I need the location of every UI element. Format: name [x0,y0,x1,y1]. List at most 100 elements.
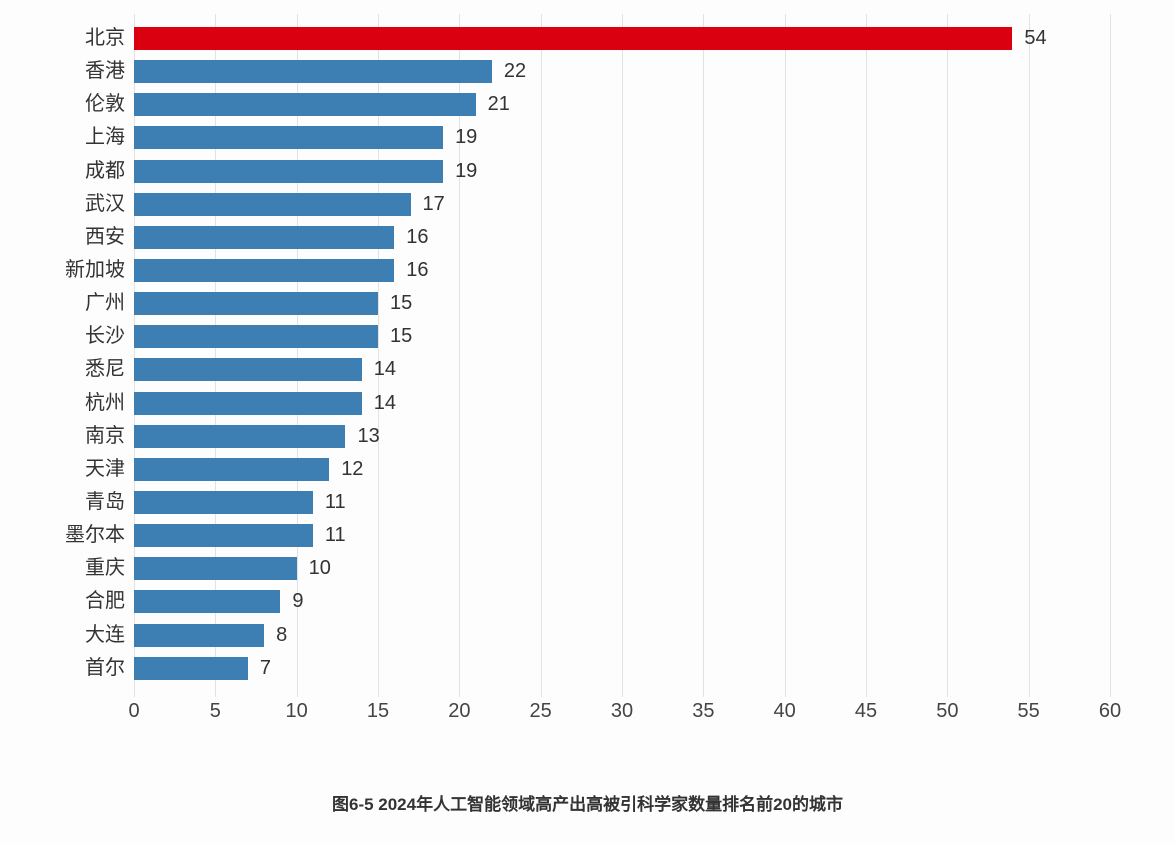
bar-row: 首尔 7 [0,652,1175,685]
chart-caption: 图6-5 2024年人工智能领域高产出高被引科学家数量排名前20的城市 [331,795,844,814]
bar-row: 天津 12 [0,453,1175,486]
bar [134,391,362,415]
gridline [378,14,379,697]
x-tick-label: 20 [448,700,471,722]
category-label: 大连 [85,623,125,646]
gridline [540,14,542,697]
bar [134,27,1013,50]
bar-rows: 北京 54 香港 22 伦敦 21 上海 19 成都 19 武汉 17 西安 16 新加坡 16 广州 15 长沙 1… [0,22,1175,685]
bar [134,60,492,84]
bar [134,292,378,316]
value-label: 14 [373,358,396,381]
category-label: 青岛 [85,490,125,513]
bar [134,557,297,581]
value-label: 19 [455,159,478,182]
bar [134,524,313,548]
bar-row: 广州 15 [0,287,1175,320]
value-label: 9 [292,590,304,613]
value-label: 16 [406,258,429,281]
x-tick-label: 30 [610,700,634,722]
category-label: 合肥 [85,590,125,613]
value-label: 54 [1024,27,1047,49]
value-label: 11 [324,524,346,547]
value-label: 17 [422,192,445,215]
bar-row: 悉尼 14 [0,353,1175,386]
x-tick-label: 15 [366,700,390,722]
category-label: 重庆 [85,557,125,580]
bar-row: 伦敦 21 [0,88,1175,121]
bar-row: 重庆 10 [0,552,1175,585]
bar-row: 西安 16 [0,221,1175,254]
bar-row: 墨尔本 11 [0,519,1175,552]
x-tick-label: 10 [285,700,308,722]
category-label: 新加坡 [65,258,125,281]
value-label: 19 [455,126,478,149]
bar [134,225,395,249]
bar-row: 长沙 15 [0,320,1175,353]
value-label: 22 [503,60,527,83]
gridline [215,14,217,697]
category-label: 北京 [85,27,125,49]
value-label: 12 [341,457,364,480]
category-label: 南京 [85,424,125,447]
value-label: 14 [373,391,396,414]
gridline [947,14,949,697]
value-label: 11 [324,490,346,513]
value-label: 15 [390,325,413,348]
x-tick-label: 35 [692,700,715,722]
gridline [1028,14,1030,697]
bar-row: 杭州 14 [0,387,1175,420]
category-label: 西安 [85,225,125,248]
bar-chart: 北京 54 香港 22 伦敦 21 上海 19 成都 19 武汉 17 西安 16 新加坡 16 广州 15 长沙 1… [0,14,1175,722]
bar [134,258,395,282]
bar [134,93,476,117]
bar [134,490,313,514]
bar-row: 青岛 11 [0,486,1175,519]
gridline [296,14,298,697]
bar [134,325,378,349]
bar-row: 武汉 17 [0,188,1175,221]
bar-row: 南京 13 [0,420,1175,453]
category-label: 杭州 [85,391,125,414]
bar [134,457,330,481]
category-label: 长沙 [85,325,125,348]
value-label: 15 [390,292,413,315]
x-tick-label: 5 [209,700,221,722]
category-label: 天津 [85,457,125,480]
bar [134,623,265,647]
bar [134,159,444,183]
gridline [703,14,705,697]
gridline [866,14,867,697]
category-label: 武汉 [85,192,125,215]
category-label: 成都 [85,159,125,182]
category-label: 广州 [85,292,125,315]
x-tick-label: 55 [1017,700,1040,722]
bar-row: 北京 54 [0,22,1175,55]
bar-row: 上海 19 [0,121,1175,154]
gridline [622,14,623,697]
x-tick-label: 0 [128,700,140,722]
bar-row: 香港 22 [0,55,1175,88]
bar [134,358,362,382]
bar [134,590,281,614]
category-label: 香港 [85,60,125,83]
value-label: 13 [357,424,380,447]
category-label: 墨尔本 [65,524,125,547]
gridline [784,14,786,697]
x-tick-label: 45 [854,700,878,722]
gridline [459,14,461,697]
x-tick-label: 60 [1098,700,1122,722]
gridline [134,14,135,697]
value-label: 21 [487,93,510,116]
x-tick-label: 50 [936,700,959,722]
category-label: 悉尼 [85,358,125,381]
x-tick-label: 25 [529,700,552,722]
gridline [1110,14,1111,697]
x-tick-label: 40 [773,700,796,722]
bar-row: 大连 8 [0,619,1175,652]
bar-row: 成都 19 [0,155,1175,188]
value-label: 16 [406,225,429,248]
bar-row: 合肥 9 [0,585,1175,618]
category-label: 伦敦 [85,93,125,116]
